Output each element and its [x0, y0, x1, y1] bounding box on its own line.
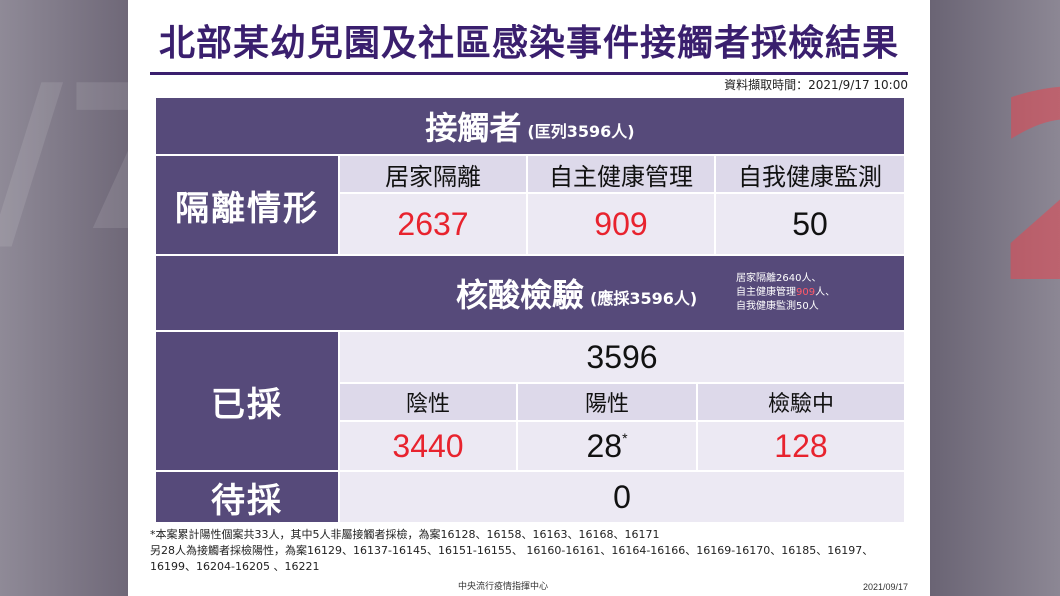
contacts-header: 接觸者 (匡列3596人) — [154, 96, 906, 156]
pcr-note-self-management: 自主健康管理 — [736, 287, 796, 298]
contacts-heading: 接觸者 — [425, 109, 522, 147]
sampled-value-testing: 128 — [696, 420, 906, 472]
pcr-note-highlight-value: 909 — [796, 287, 816, 298]
pending-label: 待採 — [211, 480, 283, 521]
isolation-col-self-monitoring: 自我健康監測 — [714, 154, 906, 194]
isolation-col-self-monitoring-label: 自我健康監測 — [738, 162, 882, 191]
pcr-note-line-1: 居家隔離2640人、 — [736, 273, 822, 284]
pcr-heading: 核酸檢驗 — [456, 276, 585, 314]
isolation-col-self-management-label: 自主健康管理 — [549, 162, 693, 191]
sampled-col-negative-label: 陰性 — [405, 392, 450, 417]
sampled-value-positive: 28* — [516, 420, 698, 472]
pcr-note-line-3: 自我健康監測50人 — [736, 301, 819, 312]
footnote-line-1: *本案累計陽性個案共33人，其中5人非屬接觸者採檢，為案16128、16158、… — [150, 528, 660, 541]
sampled-col-testing-label: 檢驗中 — [767, 392, 834, 417]
title-underline — [150, 72, 908, 75]
sampled-total-text: 3596 — [586, 338, 658, 375]
positive-count: 28 — [586, 427, 623, 464]
pending-row-label: 待採 — [154, 470, 340, 524]
footnote: *本案累計陽性個案共33人，其中5人非屬接觸者採檢，為案16128、16158、… — [150, 527, 930, 575]
positive-footnote-mark: * — [622, 429, 628, 446]
isolation-value-home-text: 2637 — [397, 205, 469, 242]
sampled-label: 已採 — [211, 384, 283, 425]
sampled-total: 3596 — [338, 330, 906, 384]
pcr-note-suffix: 人、 — [815, 287, 836, 298]
pcr-breakdown-note: 居家隔離2640人、 自主健康管理909人、 自我健康監測50人 — [736, 272, 896, 318]
contacts-subheading: (匡列3596人) — [527, 122, 635, 141]
pending-value-text: 0 — [613, 478, 631, 515]
isolation-value-self-monitoring: 50 — [714, 192, 906, 256]
isolation-col-home-label: 居家隔離 — [385, 162, 481, 191]
pending-value: 0 — [338, 470, 906, 524]
sampled-value-negative: 3440 — [338, 420, 518, 472]
sampled-value-testing-text: 128 — [774, 427, 828, 464]
sampled-row-label: 已採 — [154, 330, 340, 472]
isolation-col-home: 居家隔離 — [338, 154, 528, 194]
footnote-line-2: 另28人為接觸者採檢陽性，為案16129、16137-16145、16151-1… — [150, 544, 874, 557]
background-left-panel: /7 — [0, 0, 128, 596]
sampled-col-negative: 陰性 — [338, 382, 518, 422]
sampled-value-negative-text: 3440 — [392, 427, 464, 464]
isolation-value-self-management-text: 909 — [594, 205, 648, 242]
footer-date: 2021/09/17 — [862, 582, 908, 592]
footnote-line-3: 16199、16204-16205 、16221 — [150, 560, 320, 573]
sampled-value-positive-text: 28* — [586, 428, 627, 465]
data-timestamp: 資料擷取時間：2021/9/17 10:00 — [724, 78, 908, 92]
footer-source: 中央流行疫情指揮中心 — [458, 582, 549, 592]
isolation-label: 隔離情形 — [175, 188, 319, 229]
pcr-header: 核酸檢驗 (應採3596人) — [154, 254, 906, 332]
isolation-value-self-monitoring-text: 50 — [792, 205, 828, 242]
isolation-value-self-management: 909 — [526, 192, 716, 256]
isolation-col-self-management: 自主健康管理 — [526, 154, 716, 194]
sampled-col-positive: 陽性 — [516, 382, 698, 422]
sampled-col-positive-label: 陽性 — [584, 392, 629, 417]
pcr-subheading: (應採3596人) — [590, 289, 698, 308]
slide: 北部某幼兒園及社區感染事件接觸者採檢結果 資料擷取時間：2021/9/17 10… — [128, 0, 930, 596]
isolation-value-home: 2637 — [338, 192, 528, 256]
slide-title: 北部某幼兒園及社區感染事件接觸者採檢結果 — [158, 23, 899, 64]
sampled-col-testing: 檢驗中 — [696, 382, 906, 422]
isolation-row-label: 隔離情形 — [154, 154, 340, 256]
background-right-panel: 2 — [930, 0, 1060, 596]
pcr-note-line-2: 自主健康管理909人、 — [736, 286, 896, 300]
